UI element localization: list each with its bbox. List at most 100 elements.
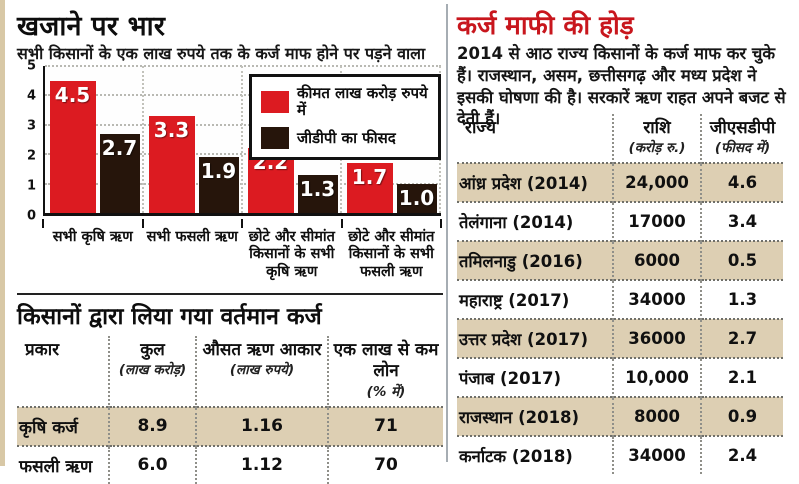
column-header-label: राज्य [465, 118, 496, 138]
table-cell: 1.16 [195, 406, 328, 446]
table-cell: आंध्र प्रदेश (2014) [459, 174, 588, 194]
table-cell: 3.4 [700, 202, 783, 242]
table-cell: 2.1 [700, 358, 783, 398]
bar-value-label: 1.3 [299, 176, 336, 201]
column-header: कुल (लाख करोड़) [108, 336, 196, 407]
table-row: तेलंगाना (2014) 17000 3.4 [457, 202, 783, 242]
table-row: कृषि कर्ज 8.9 1.16 71 [17, 406, 443, 446]
column-header: प्रकार [17, 336, 109, 407]
table-cell: 70 [327, 445, 443, 484]
column-header: एक लाख से कम लोन (% में) [327, 336, 443, 407]
table-cell: 36000 [612, 319, 701, 359]
table-cell: 1.12 [195, 445, 328, 484]
waiver-race-panel: कर्ज माफी की होड़ 2014 से आठ राज्य किसान… [457, 6, 797, 475]
column-header-label: औसत ऋण आकार [202, 340, 322, 360]
y-axis-tick-label: 3 [26, 118, 36, 134]
category-label: सभी फसली ऋण [146, 229, 238, 245]
table-cell: पंजाब (2017) [459, 369, 562, 389]
column-header-unit: (करोड़ रु.) [628, 140, 686, 157]
table-cell: तमिलनाडु (2016) [459, 252, 583, 272]
table-row: महाराष्ट्र (2017) 34000 1.3 [457, 280, 783, 320]
table-cell: 6000 [612, 241, 701, 281]
loan-waiver-bar-chart: 0 1 2 3 4 5 4.5 2.7 3.3 1.9 2.2 1.3 1.7 1.0 सभी कृषि… [17, 60, 443, 294]
column-header-unit: (लाख करोड़) [118, 362, 187, 379]
bar-value: 3.3 [148, 115, 195, 213]
table-cell: 1.3 [700, 280, 783, 320]
data-table: प्रकार कुल (लाख करोड़) औसत ऋण आकार (लाख रुपय… [17, 336, 443, 484]
legend-item: कीमत लाख करोड़ रुपये में [261, 85, 429, 118]
table-cell: 6.0 [108, 445, 196, 484]
table-row: फसली ऋण 6.0 1.12 70 [17, 445, 443, 484]
right-panel-description: 2014 से आठ राज्य किसानों के कर्ज माफ कर … [457, 44, 786, 129]
table-row: कर्नाटक (2018) 34000 2.4 [457, 436, 783, 475]
y-axis-tick-label: 0 [26, 208, 36, 224]
y-axis-tick-label: 2 [26, 148, 36, 164]
column-header: राज्य [457, 114, 613, 163]
table-cell: राजस्थान (2018) [459, 408, 580, 428]
bar-group: 3.3 1.9 [144, 66, 243, 213]
gridline-horizontal [45, 123, 441, 126]
legend-label: जीडीपी का फीसद [297, 128, 396, 147]
table-cell: 34000 [612, 280, 701, 320]
table-cell: कर्नाटक (2018) [459, 447, 573, 467]
category-label: सभी कृषि ऋण [52, 229, 133, 245]
table-cell: 2.4 [700, 436, 783, 475]
table-row: तमिलनाडु (2016) 6000 0.5 [457, 241, 783, 281]
column-header: जीएसडीपी (फीसद में) [700, 114, 783, 164]
table-header-row: राज्य राशि (करोड़ रु.) जीएसडीपी (फीसद में) [457, 114, 783, 164]
panel-divider [446, 4, 448, 462]
section-divider-rule [17, 293, 443, 295]
y-axis-tick-label: 5 [26, 58, 36, 74]
column-header: औसत ऋण आकार (लाख रुपये) [195, 336, 328, 407]
gridline-horizontal [45, 182, 441, 185]
bar-gdp-percent: 1.0 [396, 183, 437, 213]
table-cell: 34000 [612, 436, 701, 475]
bar-value-label: 4.5 [54, 82, 91, 107]
table-cell: 10,000 [612, 358, 701, 398]
gridline-horizontal [45, 94, 441, 97]
table-cell: 8.9 [108, 406, 196, 446]
column-header-label: राशि [643, 118, 671, 138]
column-header-unit: (% में) [366, 383, 406, 400]
column-header-unit: (फीसद में) [714, 140, 771, 157]
x-axis-tick [42, 219, 44, 228]
column-header-label: प्रकार [25, 340, 60, 360]
table-row: आंध्र प्रदेश (2014) 24,000 4.6 [457, 163, 783, 203]
current-farm-debt-table: प्रकार कुल (लाख करोड़) औसत ऋण आकार (लाख रुपय… [17, 336, 443, 484]
gridline-horizontal [45, 153, 441, 156]
bar-gdp-percent: 2.7 [99, 133, 140, 213]
table-row: राजस्थान (2018) 8000 0.9 [457, 397, 783, 437]
bar-group: 1.7 1.0 [342, 66, 441, 213]
table-cell: 8000 [612, 397, 701, 437]
table-cell: 17000 [612, 202, 701, 242]
left-panel-subtitle: सभी किसानों के एक लाख रुपये तक के कर्ज म… [17, 44, 426, 63]
table-cell: 71 [327, 406, 443, 446]
bar-value: 1.7 [346, 163, 393, 213]
bar-gdp-percent: 1.9 [198, 157, 239, 213]
gridline-vertical [241, 66, 243, 213]
table-cell: महाराष्ट्र (2017) [459, 291, 570, 311]
gridline-horizontal [45, 65, 441, 67]
bar-group: 2.2 1.3 [243, 66, 342, 213]
bar-gdp-percent: 1.3 [297, 174, 338, 213]
bar-value-label: 1.7 [351, 165, 388, 190]
gridline-vertical [142, 66, 144, 213]
table-cell: 4.6 [700, 163, 783, 203]
y-axis-tick-label: 4 [26, 88, 36, 104]
table-header-row: प्रकार कुल (लाख करोड़) औसत ऋण आकार (लाख रुपय… [17, 336, 443, 407]
bar-value-label: 1.0 [398, 185, 435, 210]
legend-swatch [261, 127, 289, 149]
right-panel-title: कर्ज माफी की होड़ [457, 11, 634, 41]
legend-item: जीडीपी का फीसद [261, 127, 429, 149]
table-cell: 0.5 [700, 241, 783, 281]
table-cell: कृषि कर्ज [19, 417, 78, 438]
left-panel-title: खजाने पर भार [17, 11, 166, 42]
column-header-unit: (लाख रुपये) [229, 362, 295, 379]
x-axis-tick [340, 219, 343, 228]
treasury-burden-panel: खजाने पर भार सभी किसानों के एक लाख रुपये… [17, 6, 443, 484]
table-cell: 24,000 [612, 163, 701, 203]
category-label: छोटे और सीमांत किसानों के सभी फसली ऋण [348, 229, 435, 280]
category-labels: सभी कृषि ऋण सभी फसली ऋण छोटे और सीमांत किस… [43, 229, 441, 281]
column-header: राशि (करोड़ रु.) [612, 114, 701, 164]
y-axis: 0 1 2 3 4 5 [17, 60, 39, 223]
